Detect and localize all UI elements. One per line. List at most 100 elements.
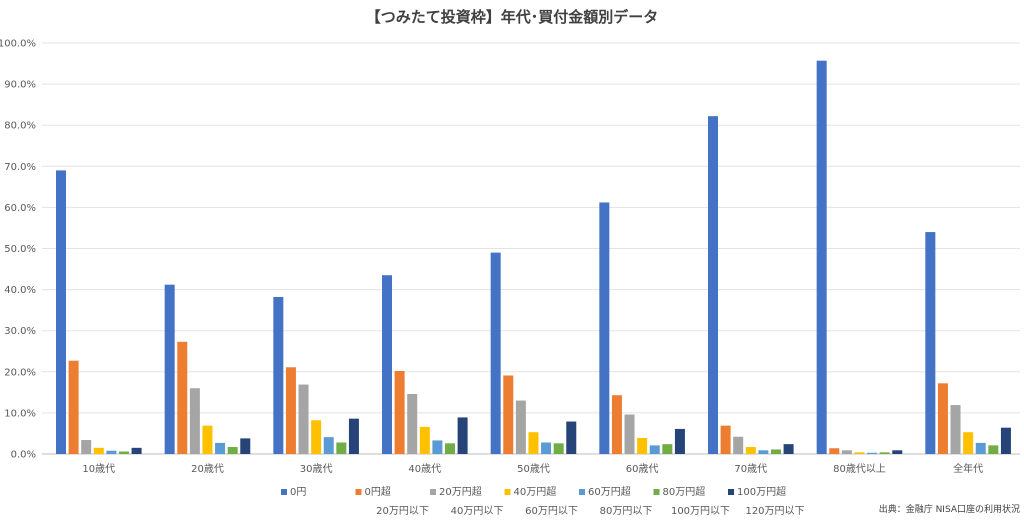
bar <box>81 440 92 454</box>
bar <box>637 437 648 454</box>
bar <box>202 425 213 454</box>
legend-sublabel: 60万円以下 <box>525 506 578 517</box>
category-label: 20歳代 <box>191 463 224 475</box>
legend-label: 80万円超 <box>663 485 706 498</box>
bar <box>189 388 200 454</box>
bar <box>394 370 405 454</box>
bar <box>177 341 188 454</box>
category-label: 60歳代 <box>626 463 659 475</box>
bar <box>662 444 673 454</box>
legend-swatch <box>579 489 585 495</box>
legend-sublabel: 40万円以下 <box>451 506 504 517</box>
bar <box>227 447 238 454</box>
bar <box>215 442 226 454</box>
legend-label: 0円超 <box>365 485 391 498</box>
x-axis-categories: 10歳代 20歳代 30歳代 40歳代 50歳代 60歳代 70歳代 80歳代以上 全年代 <box>82 462 983 475</box>
bar <box>407 393 418 454</box>
bar <box>841 450 852 454</box>
bar <box>988 445 999 454</box>
bar <box>720 425 731 454</box>
bar <box>541 442 552 454</box>
bar <box>963 432 974 454</box>
bar <box>892 450 903 454</box>
legend-swatch <box>281 489 287 495</box>
bar <box>771 449 781 454</box>
legend-swatch <box>728 489 734 495</box>
bar <box>285 367 296 454</box>
legend-label: 100万円超 <box>737 485 786 498</box>
category-label: 40歳代 <box>408 463 441 475</box>
y-tick-label: 10.0% <box>4 408 36 419</box>
bar <box>599 202 610 454</box>
category-label: 10歳代 <box>82 463 115 475</box>
bar <box>348 418 359 454</box>
bar <box>925 232 936 454</box>
bar <box>854 452 865 454</box>
legend-swatch <box>653 489 660 495</box>
y-tick-label: 0.0% <box>11 450 36 461</box>
bar <box>298 384 309 454</box>
y-axis-ticks: 0.0% 10.0% 20.0% 30.0% 40.0% 50.0% 60.0% 70.0% 8… <box>0 39 36 461</box>
category-label: 80歳代以上 <box>833 463 886 475</box>
category-label: 70歳代 <box>734 463 767 475</box>
bar <box>503 375 514 454</box>
bar <box>816 60 827 454</box>
bar <box>68 360 79 454</box>
bar <box>624 414 635 454</box>
bar <box>745 447 756 454</box>
y-tick-label: 50.0% <box>4 244 36 255</box>
bar <box>758 450 769 454</box>
bar <box>937 383 948 454</box>
bar <box>611 395 622 454</box>
bar <box>93 447 104 454</box>
bar <box>783 444 794 454</box>
y-tick-label: 40.0% <box>4 285 36 296</box>
source-note: 出典：金融庁 NISA口座の利用状況 <box>879 503 1020 515</box>
bar <box>950 405 961 454</box>
y-tick-label: 70.0% <box>4 162 36 173</box>
gridlines <box>42 42 1020 455</box>
bar <box>879 452 890 454</box>
legend-label: 40万円超 <box>514 485 557 498</box>
y-tick-label: 60.0% <box>4 203 36 214</box>
bar <box>164 284 175 454</box>
legend-sublabel: 120万円以下 <box>745 506 804 517</box>
bar <box>674 428 685 454</box>
bar <box>240 438 251 454</box>
legend-sublabel: 80万円以下 <box>600 506 653 517</box>
legend: 0円 0円超 20万円以下 20万円超 40万円以下 40万円超 60万円以下 60万円超 80… <box>281 485 805 517</box>
y-tick-label: 100.0% <box>0 39 36 50</box>
bar <box>323 437 334 454</box>
bar <box>733 436 744 454</box>
bar <box>336 442 347 454</box>
legend-swatch <box>504 489 511 495</box>
bar <box>432 440 443 454</box>
y-tick-label: 90.0% <box>4 80 36 91</box>
bar <box>382 275 392 454</box>
bar <box>528 432 539 454</box>
bar <box>515 400 526 454</box>
legend-label: 0円 <box>290 487 306 498</box>
chart-title: 【つみたて投資枠】年代･買付金額別データ <box>366 8 659 26</box>
bar <box>829 448 840 454</box>
bar <box>566 421 577 454</box>
legend-label: 20万円超 <box>439 485 482 498</box>
category-label: 30歳代 <box>300 463 333 475</box>
bar <box>119 451 129 454</box>
bar <box>445 443 455 454</box>
category-label: 全年代 <box>953 462 983 475</box>
bar <box>490 252 501 454</box>
bar <box>708 116 718 455</box>
bar <box>131 447 142 454</box>
bar <box>975 442 986 454</box>
legend-swatch <box>430 489 436 495</box>
legend-sublabel: 100万円以下 <box>671 506 730 517</box>
bar <box>649 445 660 454</box>
y-tick-label: 80.0% <box>4 121 36 132</box>
bar <box>553 443 564 454</box>
bar <box>1000 427 1011 454</box>
bar <box>273 296 284 454</box>
legend-sublabel: 20万円以下 <box>376 506 429 517</box>
bar <box>56 170 66 454</box>
